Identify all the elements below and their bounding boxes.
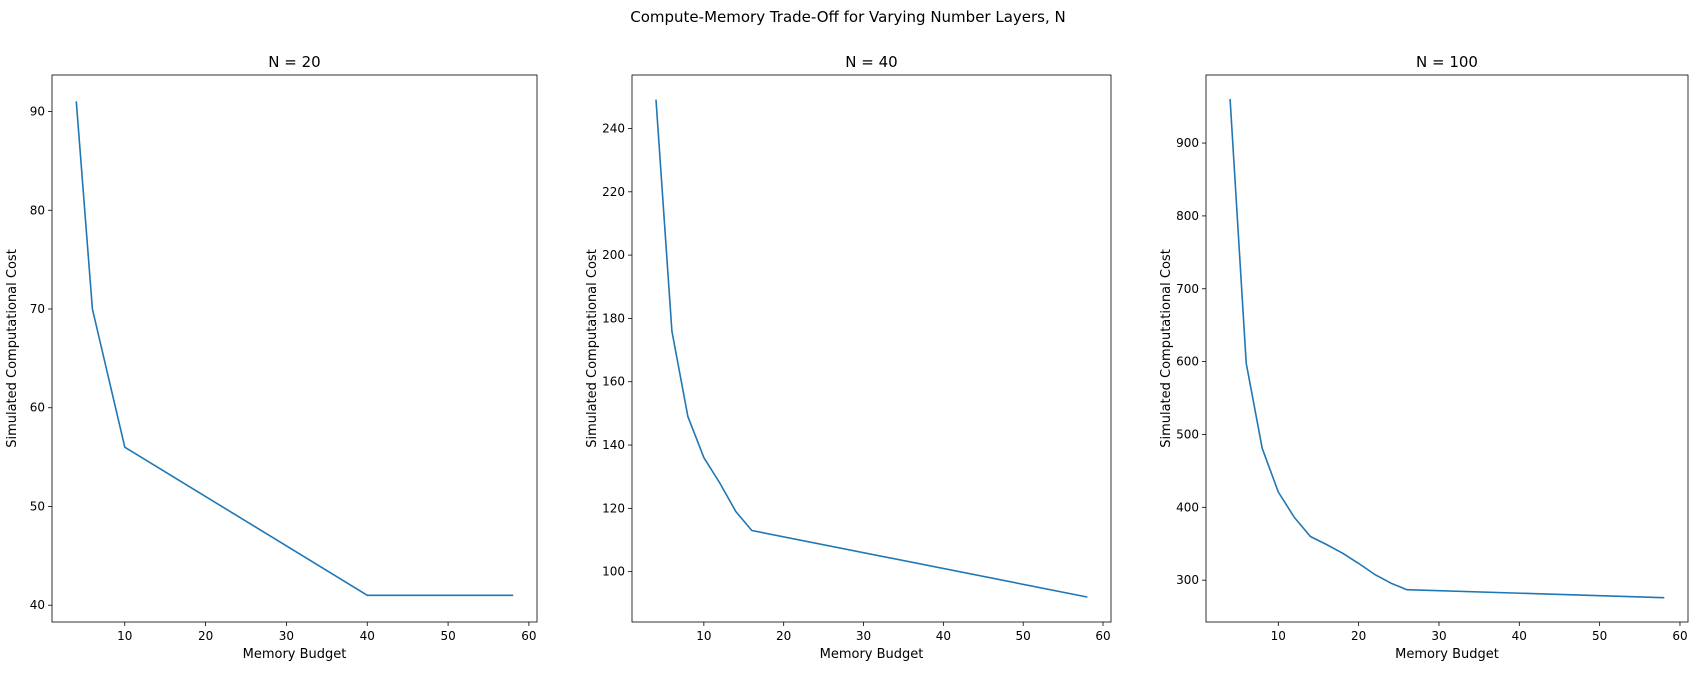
axes-frame — [1205, 74, 1689, 623]
y-tick-label: 40 — [30, 598, 45, 612]
data-point — [512, 594, 514, 596]
x-tick-label: 50 — [1592, 629, 1607, 643]
y-axis-label: Simulated Computational Cost — [1159, 249, 1174, 448]
data-point — [703, 457, 705, 459]
series-line — [1229, 99, 1664, 599]
data-point — [751, 529, 753, 532]
x-tick-label: 30 — [1431, 629, 1446, 643]
y-tick-label: 240 — [602, 121, 625, 135]
data-point — [1277, 491, 1279, 493]
x-tick-label: 30 — [856, 629, 871, 643]
data-point — [671, 330, 673, 332]
data-point — [1342, 552, 1344, 554]
y-tick-label: 100 — [602, 565, 625, 579]
data-point — [655, 99, 657, 101]
x-tick-label: 60 — [1672, 629, 1687, 643]
y-tick-label: 200 — [602, 248, 625, 262]
x-tick-label: 10 — [696, 629, 711, 643]
y-tick-label: 120 — [602, 501, 625, 515]
data-point — [366, 594, 368, 596]
series-line — [75, 101, 513, 597]
x-tick-label: 30 — [279, 629, 294, 643]
axes-frame — [631, 74, 1112, 623]
y-tick-label: 70 — [30, 302, 45, 316]
data-point — [1663, 597, 1665, 599]
figure-suptitle: Compute-Memory Trade-Off for Varying Num… — [630, 8, 1066, 26]
y-tick-label: 220 — [602, 185, 625, 199]
subplot-title: N = 40 — [845, 53, 897, 71]
data-point — [1293, 516, 1295, 519]
y-tick-label: 700 — [1176, 282, 1199, 296]
data-point — [91, 308, 93, 310]
x-tick-label: 60 — [521, 629, 536, 643]
y-tick-label: 140 — [602, 438, 625, 452]
x-tick-label: 20 — [776, 629, 791, 643]
y-tick-label: 600 — [1176, 355, 1199, 369]
y-tick-label: 80 — [30, 203, 45, 217]
y-tick-label: 180 — [602, 311, 625, 325]
x-tick-label: 40 — [360, 629, 375, 643]
x-tick-label: 10 — [1271, 629, 1286, 643]
y-tick-label: 500 — [1176, 427, 1199, 441]
y-tick-label: 900 — [1176, 136, 1199, 150]
y-axis-label: Simulated Computational Cost — [585, 249, 600, 448]
x-tick-label: 10 — [117, 629, 132, 643]
data-point — [75, 101, 77, 103]
x-tick-label: 20 — [198, 629, 213, 643]
data-point — [687, 416, 689, 418]
subplot-1: N = 20 10 20 30 40 50 60 40 50 60 70 80 90 Memory Bud… — [5, 53, 538, 662]
data-point — [735, 510, 737, 513]
data-point — [1374, 573, 1376, 576]
y-tick-label: 300 — [1176, 573, 1199, 587]
x-tick-label: 60 — [1095, 629, 1110, 643]
y-tick-label: 90 — [30, 105, 45, 119]
x-axis-label: Memory Budget — [243, 647, 347, 662]
y-tick-label: 60 — [30, 401, 45, 415]
x-axis-label: Memory Budget — [1395, 647, 1499, 662]
data-point — [1261, 447, 1263, 449]
y-tick-label: 400 — [1176, 500, 1199, 514]
subplot-2: N = 40 10 20 30 40 50 60 100 120 140 160 180 200 220 2… — [585, 53, 1112, 662]
x-tick-label: 40 — [1512, 629, 1527, 643]
data-point — [1086, 596, 1088, 598]
axes-frame — [51, 74, 538, 623]
x-tick-label: 50 — [1016, 629, 1031, 643]
data-point — [719, 482, 721, 484]
x-tick-label: 20 — [1351, 629, 1366, 643]
subplot-3: N = 100 10 20 30 40 50 60 300 400 500 600 700 800 900… — [1159, 53, 1689, 662]
data-point — [1390, 582, 1392, 584]
data-point — [1406, 589, 1408, 591]
subplot-title: N = 100 — [1416, 53, 1478, 71]
data-point — [124, 446, 126, 448]
data-point — [1358, 562, 1360, 565]
data-point — [1229, 98, 1231, 100]
data-point — [1309, 535, 1311, 538]
y-tick-label: 800 — [1176, 209, 1199, 223]
subplot-title: N = 20 — [268, 53, 320, 71]
data-point — [1245, 362, 1247, 364]
x-tick-label: 50 — [440, 629, 455, 643]
y-tick-label: 50 — [30, 499, 45, 513]
y-axis-label: Simulated Computational Cost — [5, 249, 20, 448]
data-point — [1325, 543, 1328, 546]
x-tick-label: 40 — [936, 629, 951, 643]
series-line — [655, 99, 1088, 598]
y-tick-label: 160 — [602, 375, 625, 389]
x-axis-label: Memory Budget — [820, 647, 924, 662]
